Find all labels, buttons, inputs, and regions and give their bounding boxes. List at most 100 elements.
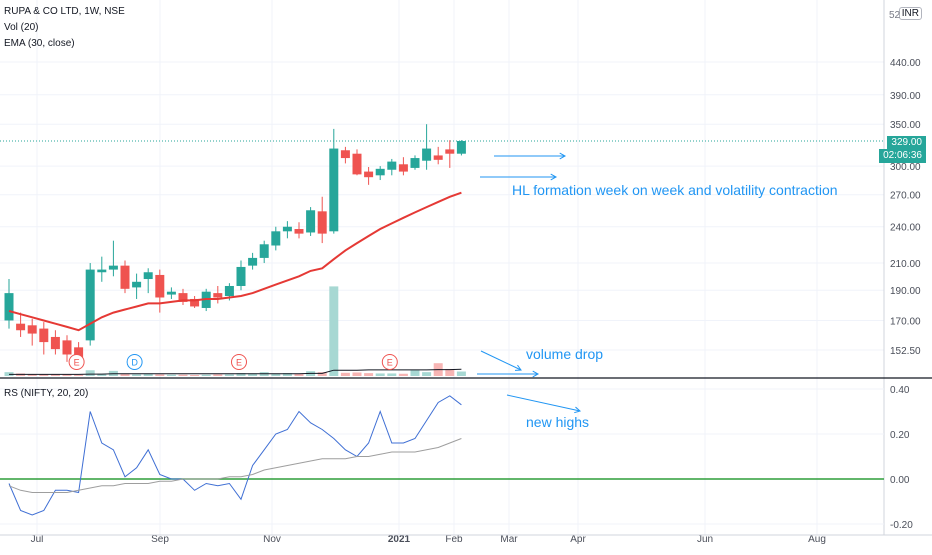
- candle-body: [120, 265, 130, 289]
- candle-body: [132, 281, 142, 288]
- time-tick-label: Jun: [697, 534, 713, 545]
- volume-ma-line: [9, 368, 462, 375]
- volume-bar: [456, 371, 466, 376]
- candle-body: [27, 325, 37, 334]
- new-highs-annotation: new highs: [526, 414, 590, 430]
- rs-line: [8, 395, 462, 516]
- candle-body: [39, 328, 49, 343]
- hl-arrow-upper-head: [559, 152, 567, 160]
- candle-body: [271, 231, 281, 246]
- volume-bar: [352, 372, 362, 376]
- rs-arrow: [506, 394, 581, 412]
- event-marker: [68, 354, 85, 370]
- rs-arrow-head: [574, 406, 582, 414]
- volume-bar: [445, 368, 455, 376]
- candle-body: [74, 347, 84, 359]
- candle-body: [190, 298, 200, 307]
- volume-arrow-lower-head: [532, 370, 540, 378]
- volume-bar: [317, 372, 327, 376]
- candle-body: [224, 285, 234, 297]
- volume-bar: [201, 374, 211, 376]
- volume-bar: [213, 374, 223, 376]
- time-tick-label: Mar: [500, 534, 518, 545]
- event-marker: [126, 354, 143, 370]
- candle-body: [375, 168, 385, 176]
- candle-body: [456, 141, 466, 154]
- time-tick-label: Sep: [151, 534, 169, 545]
- price-tick-label: 390.00: [890, 91, 921, 102]
- volume-bar: [143, 373, 153, 376]
- current-price-label: 329.00: [887, 136, 926, 150]
- candle-body: [433, 155, 443, 160]
- currency-badge[interactable]: INR: [898, 7, 922, 20]
- candle-body: [97, 269, 107, 273]
- time-tick-label: 2021: [388, 534, 411, 545]
- candle-body: [248, 257, 258, 266]
- candle-body: [259, 244, 269, 258]
- candle-body: [294, 229, 304, 234]
- countdown-label: 02:06:36: [879, 149, 926, 163]
- candle-body: [387, 161, 397, 170]
- volume-arrow-upper: [480, 350, 522, 371]
- rs-ma-line: [8, 438, 462, 493]
- volume-bar: [398, 373, 408, 376]
- candle-body: [62, 340, 72, 355]
- volume-bar: [224, 374, 234, 376]
- volume-bar: [294, 373, 304, 376]
- candle-body: [16, 323, 26, 331]
- rs-tick-label: 0.00: [890, 475, 910, 486]
- volume-bar: [155, 374, 165, 376]
- price-tick-label: 152.50: [890, 346, 921, 357]
- volume-arrow-upper-head: [514, 364, 522, 371]
- volume-bar: [387, 373, 397, 376]
- candle-body: [398, 164, 408, 172]
- volume-bar: [422, 372, 432, 376]
- candle-body: [329, 148, 339, 232]
- hl-formation-annotation: HL formation week on week and volatility…: [512, 182, 838, 198]
- price-tick-label: 170.00: [890, 316, 921, 327]
- candle-body: [282, 226, 292, 232]
- price-tick-label: 440.00: [890, 58, 921, 69]
- volume-bar: [74, 374, 84, 376]
- candle-body: [236, 266, 246, 286]
- volume-bar: [271, 373, 281, 376]
- volume-bar: [166, 374, 176, 376]
- candle-body: [317, 211, 327, 234]
- volume-bar: [27, 374, 37, 376]
- price-tick-label: 300.00: [890, 162, 921, 173]
- volume-bar: [340, 372, 350, 376]
- time-tick-label: Feb: [445, 534, 463, 545]
- rs-indicator-label: RS (NIFTY, 20, 20): [4, 388, 89, 399]
- volume-bar: [85, 370, 95, 376]
- candle-body: [155, 274, 165, 298]
- volume-bar: [62, 374, 72, 376]
- candle-body: [422, 148, 432, 161]
- candle-body: [352, 153, 362, 175]
- candle-body: [178, 293, 188, 302]
- candle-body: [143, 272, 153, 280]
- volume-bar: [329, 286, 339, 376]
- price-tick-label: 240.00: [890, 223, 921, 234]
- volume-bar: [39, 374, 49, 376]
- volume-bar: [282, 373, 292, 376]
- partial-top-price-label: 52: [889, 10, 901, 21]
- time-tick-label: Apr: [570, 534, 586, 545]
- volume-bar: [375, 373, 385, 376]
- volume-bar: [120, 374, 130, 376]
- candle-body: [445, 149, 455, 154]
- hl-arrow-lower-head: [550, 173, 558, 181]
- ema-line: [8, 191, 462, 332]
- volume-bar: [97, 373, 107, 376]
- event-marker-label: E: [74, 358, 80, 368]
- price-tick-label: 210.00: [890, 259, 921, 270]
- volume-bar: [190, 375, 200, 376]
- time-tick-label: Nov: [263, 534, 281, 545]
- event-marker: [381, 354, 398, 370]
- event-marker-label: D: [131, 358, 138, 368]
- candle-body: [340, 150, 350, 159]
- volume-indicator-label: Vol (20): [4, 22, 39, 33]
- event-marker-label: E: [387, 358, 393, 368]
- price-tick-label: 190.00: [890, 286, 921, 297]
- candle-body: [410, 158, 420, 168]
